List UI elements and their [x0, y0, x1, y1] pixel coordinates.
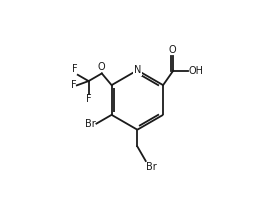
- Text: Br: Br: [85, 119, 96, 129]
- Text: F: F: [86, 94, 91, 104]
- Text: O: O: [168, 45, 176, 55]
- Text: F: F: [72, 64, 77, 74]
- Text: Br: Br: [146, 162, 157, 172]
- Text: O: O: [98, 62, 106, 72]
- Text: N: N: [134, 65, 141, 75]
- Text: OH: OH: [188, 66, 203, 76]
- Text: F: F: [70, 80, 76, 90]
